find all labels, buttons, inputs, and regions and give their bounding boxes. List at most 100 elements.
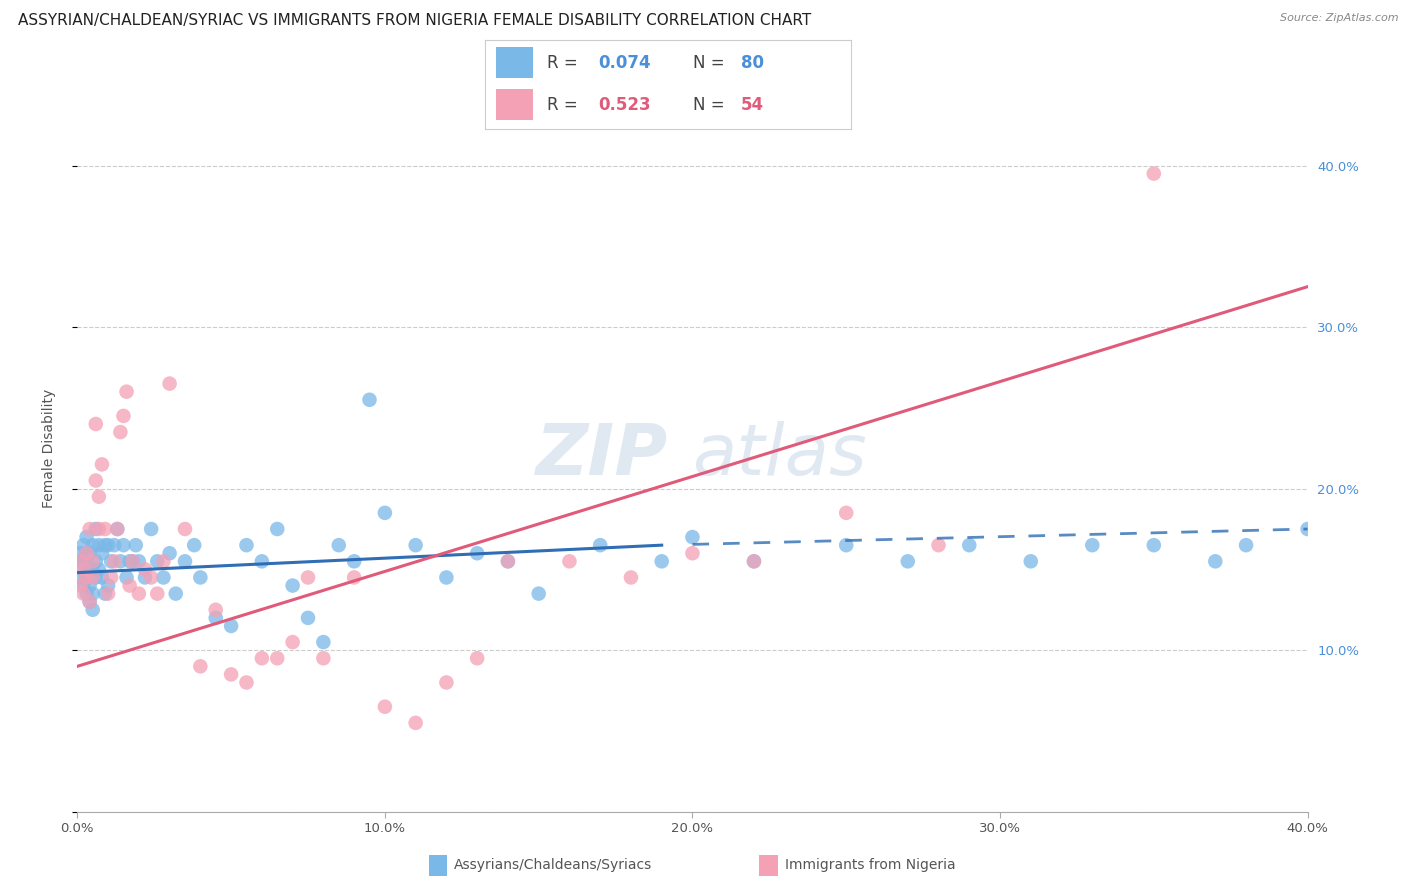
Point [84,522,107,536]
Point [250,554,273,568]
Point [90,458,114,472]
Point [266,522,288,536]
Point [121,554,143,568]
Point [110,425,132,439]
Point [69,546,91,560]
Bar [496,47,533,78]
Point [84,417,107,431]
Point [297,611,319,625]
Point [281,578,304,592]
Point [72,562,94,576]
Point [84,570,107,584]
Point [312,635,335,649]
Point [1204,554,1226,568]
Point [118,578,141,592]
Point [69,578,91,592]
Point [79,578,101,592]
Point [957,538,980,552]
Point [87,562,110,576]
Text: R =: R = [547,95,583,114]
Text: N =: N = [693,95,730,114]
Point [87,538,110,552]
Text: 80: 80 [741,54,763,72]
Point [87,522,110,536]
Point [235,675,257,690]
Point [281,635,304,649]
Point [436,675,458,690]
Point [87,490,110,504]
Point [84,474,107,488]
Point [103,538,125,552]
Point [72,562,94,576]
Point [84,554,107,568]
Point [97,587,120,601]
Point [110,554,132,568]
Point [118,554,141,568]
Point [79,522,101,536]
Point [100,570,122,584]
Point [134,570,156,584]
Text: ASSYRIAN/CHALDEAN/SYRIAC VS IMMIGRANTS FROM NIGERIA FEMALE DISABILITY CORRELATIO: ASSYRIAN/CHALDEAN/SYRIAC VS IMMIGRANTS F… [18,13,811,29]
Point [1234,538,1257,552]
Point [72,538,94,552]
Point [835,538,858,552]
Point [682,530,704,544]
Point [72,554,94,568]
Text: 0.074: 0.074 [599,54,651,72]
Point [343,570,366,584]
Text: N =: N = [693,54,730,72]
Point [589,538,612,552]
Point [312,651,335,665]
Point [742,554,765,568]
Text: ZIP: ZIP [536,421,668,490]
Point [219,619,242,633]
Point [682,546,704,560]
Point [69,554,91,568]
Text: Immigrants from Nigeria: Immigrants from Nigeria [785,858,955,872]
Point [115,570,138,584]
Point [76,570,98,584]
Point [405,538,427,552]
Point [204,611,226,625]
Point [235,538,257,552]
Point [79,562,101,576]
Point [97,578,120,592]
Point [125,538,148,552]
Point [159,376,181,391]
Point [1143,538,1166,552]
Point [405,715,427,730]
Point [82,603,104,617]
Point [94,587,117,601]
Point [219,667,242,681]
Point [1296,522,1319,536]
Point [69,570,91,584]
Point [76,554,98,568]
Point [105,522,128,536]
Point [297,570,319,584]
Point [128,554,150,568]
Text: Assyrians/Chaldeans/Syriacs: Assyrians/Chaldeans/Syriacs [454,858,652,872]
Text: R =: R = [547,54,583,72]
Point [465,546,488,560]
Point [174,522,197,536]
Point [90,570,114,584]
Point [76,587,98,601]
Point [328,538,350,552]
Point [69,554,91,568]
Text: Source: ZipAtlas.com: Source: ZipAtlas.com [1281,13,1399,23]
Point [115,384,138,399]
Point [141,522,163,536]
Point [188,659,212,673]
Point [112,538,135,552]
Point [374,506,396,520]
Point [94,522,117,536]
Point [527,587,550,601]
Point [100,554,122,568]
Point [82,554,104,568]
Point [620,570,643,584]
Point [82,538,104,552]
Text: 0.523: 0.523 [599,95,651,114]
Point [174,554,197,568]
Point [112,409,135,423]
Point [121,554,143,568]
